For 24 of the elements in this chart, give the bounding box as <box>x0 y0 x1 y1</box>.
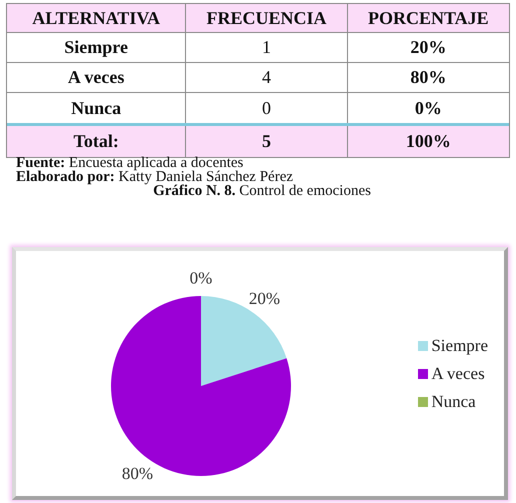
text: 0% <box>190 268 212 288</box>
legend-label: A veces <box>431 364 485 384</box>
legend-label: Siempre <box>431 336 488 356</box>
y-tick-label: A veces <box>7 63 186 92</box>
data-label: 1 <box>186 33 348 62</box>
data-label: 80% <box>409 66 448 89</box>
annotation: Fuente: Encuesta aplicada a docentes <box>16 155 244 171</box>
data-label: 80% <box>122 464 154 483</box>
x-tick-label: PORCENTAJE <box>366 6 490 30</box>
data-label: 20% <box>409 36 448 59</box>
data-label: 100% <box>404 130 452 153</box>
x-tick-label: FRECUENCIA <box>186 4 348 32</box>
y-tick-label: Total: <box>73 131 119 151</box>
y-tick-label: Siempre <box>7 33 186 62</box>
text: Elaborado por: Katty Daniela Sánchez Pérez <box>16 169 294 185</box>
data-label: 5 <box>262 131 271 151</box>
data-label: 0 <box>186 93 348 123</box>
data-label: 20% <box>248 289 280 308</box>
data-label: 4 <box>186 63 348 92</box>
legend-label: Nunca <box>431 392 476 412</box>
y-axis-title: ALTERNATIVA <box>7 4 186 32</box>
chart-title: Gráfico N. 8. Control de emociones <box>152 183 372 199</box>
data-label: 0% <box>414 96 443 120</box>
y-tick-label: Nunca <box>7 93 186 123</box>
